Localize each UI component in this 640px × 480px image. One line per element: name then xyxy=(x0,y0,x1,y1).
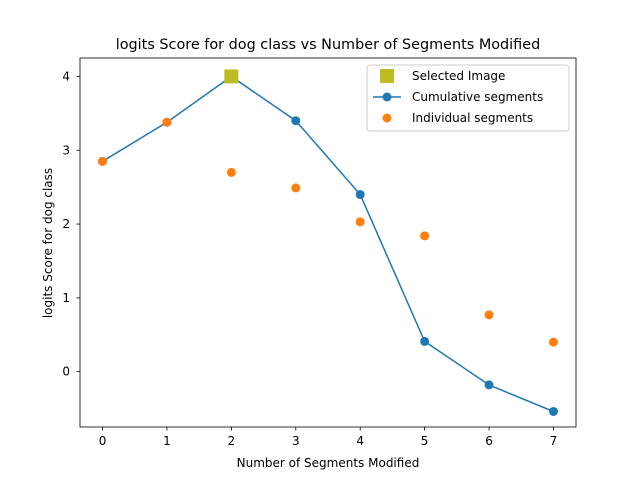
x-tick-label: 4 xyxy=(356,434,364,448)
cumulative-segments-point xyxy=(484,380,494,390)
individual-segments-point xyxy=(162,117,172,127)
x-tick-label: 2 xyxy=(228,434,236,448)
legend-cumulative-segments-label: Cumulative segments xyxy=(412,90,543,104)
cumulative-segments-point xyxy=(420,336,430,346)
y-tick-label: 1 xyxy=(62,291,70,305)
individual-segments-point xyxy=(355,217,365,227)
legend-selected-image-marker xyxy=(380,69,394,83)
legend: Selected Image Cumulative segments Individ… xyxy=(366,64,570,132)
legend-box xyxy=(366,64,570,132)
legend-individual-segments-label: Individual segments xyxy=(412,111,533,125)
y-tick-label: 3 xyxy=(62,143,70,157)
y-tick-label: 0 xyxy=(62,365,70,379)
selected-image-marker xyxy=(224,69,239,84)
individual-segments-point xyxy=(291,183,301,193)
y-axis-label: logits Score for dog class xyxy=(41,168,55,318)
individual-segments-point xyxy=(484,310,494,320)
y-tick-label: 2 xyxy=(62,217,70,231)
x-tick-label: 0 xyxy=(99,434,107,448)
x-tick-label: 6 xyxy=(485,434,493,448)
individual-segments-point xyxy=(548,337,558,347)
individual-segments-point xyxy=(420,231,430,241)
x-tick-label: 3 xyxy=(292,434,300,448)
x-axis-label: Number of Segments Modified xyxy=(237,456,420,470)
x-tick-label: 5 xyxy=(421,434,429,448)
legend-individual-segments-marker xyxy=(382,113,392,123)
legend-cumulative-segments-marker xyxy=(382,92,392,102)
cumulative-segments-line xyxy=(102,75,554,413)
cumulative-segments-point xyxy=(291,116,301,126)
cumulative-segments-point xyxy=(548,407,558,417)
x-tick-label: 7 xyxy=(550,434,558,448)
individual-segments-point xyxy=(98,156,108,166)
plot-area: 0 1 2 3 4 5 6 7 0 1 2 3 4 xyxy=(62,57,577,448)
chart-title: logits Score for dog class vs Number of … xyxy=(116,37,541,53)
y-tick-label: 4 xyxy=(62,69,70,83)
individual-segments-point xyxy=(226,167,236,177)
cumulative-segments-point xyxy=(355,190,365,200)
legend-selected-image-label: Selected Image xyxy=(412,69,505,83)
axes-frame xyxy=(79,57,577,428)
x-tick-label: 1 xyxy=(163,434,171,448)
